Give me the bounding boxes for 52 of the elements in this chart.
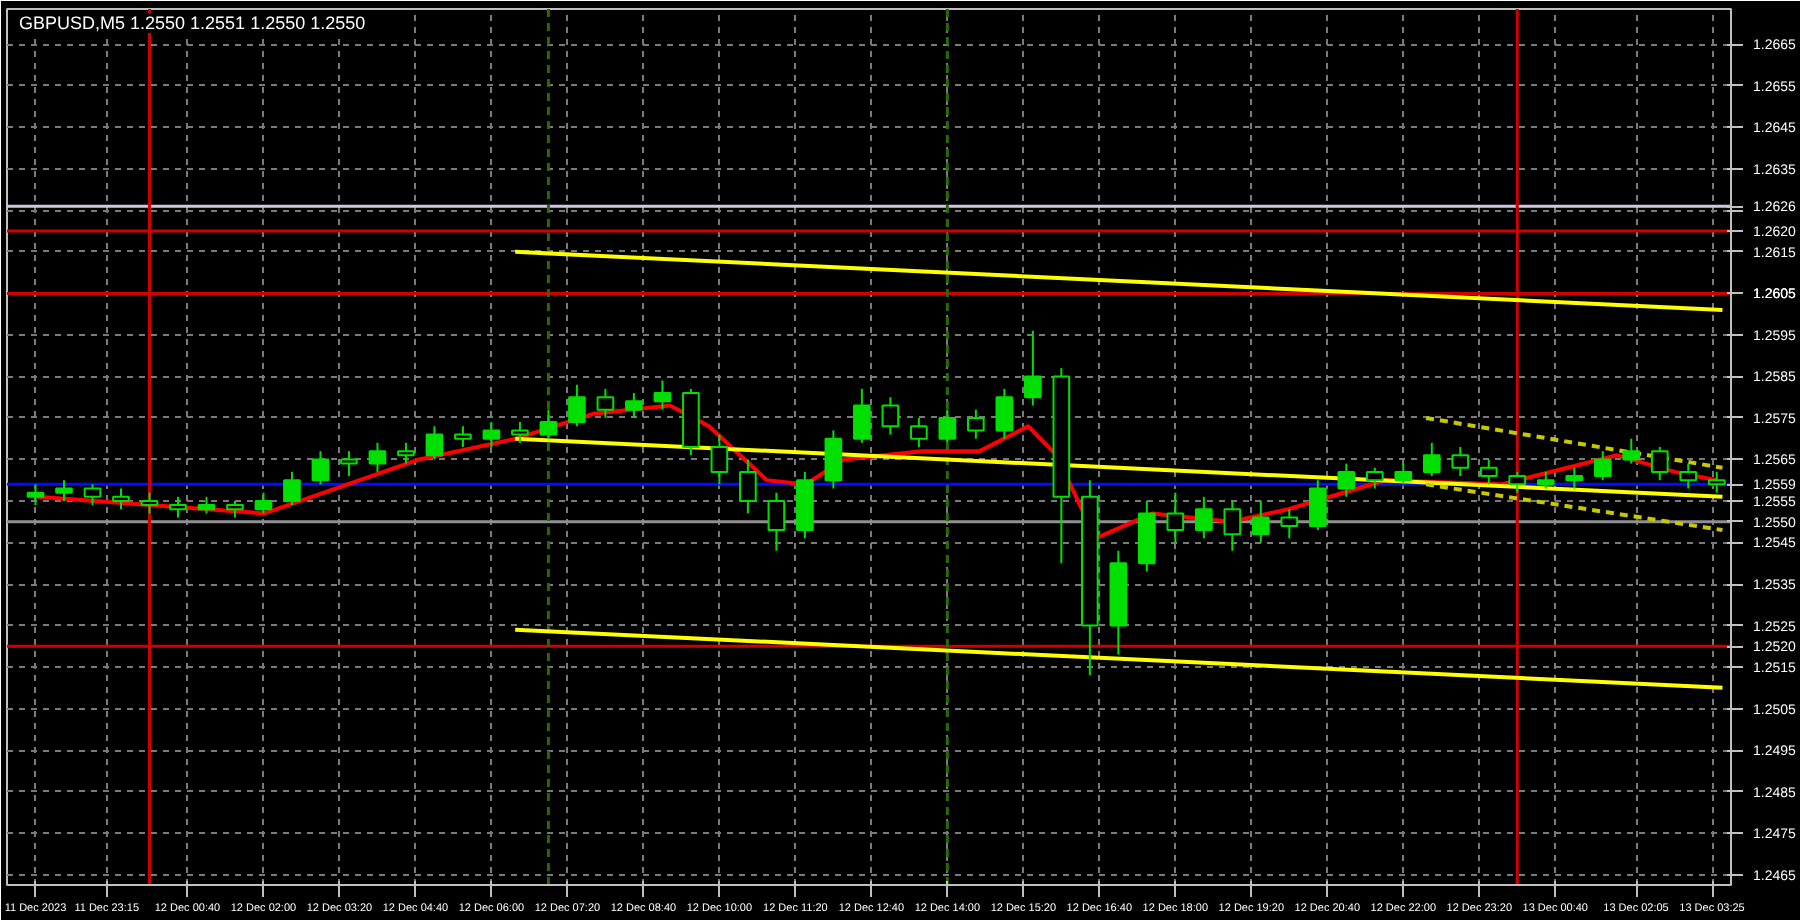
candlestick — [1194, 495, 1213, 540]
candlestick — [1707, 470, 1726, 494]
candlestick — [881, 396, 900, 436]
candlestick — [83, 483, 102, 507]
candlestick — [26, 483, 45, 507]
candlestick — [1565, 466, 1584, 490]
candlestick — [1593, 450, 1612, 482]
candlestick — [539, 408, 558, 440]
candlestick — [425, 425, 444, 461]
candlestick — [1166, 491, 1185, 544]
candlestick — [1679, 462, 1698, 490]
candlestick — [1223, 499, 1242, 552]
candlestick — [739, 458, 757, 515]
candlestick — [1650, 446, 1669, 482]
candlestick — [967, 408, 985, 440]
candlestick — [511, 421, 529, 444]
candlestick — [1422, 441, 1441, 478]
candlestick — [995, 387, 1014, 440]
candlestick — [853, 387, 871, 444]
candlestick — [254, 491, 273, 515]
candlestick — [1394, 462, 1413, 486]
candlestick — [767, 491, 786, 552]
chart-title: GBPUSD,M5 1.2550 1.2551 1.2550 1.2550 — [19, 13, 366, 33]
candlestick — [910, 416, 928, 448]
candlestick — [1479, 458, 1498, 486]
candlestick — [368, 441, 387, 473]
candlestick — [1451, 446, 1470, 478]
candlestick — [1508, 470, 1527, 494]
candlestick — [1365, 466, 1384, 490]
candlestick — [653, 379, 672, 411]
candlestick — [824, 429, 843, 490]
candlestick — [454, 425, 472, 448]
candlestick — [1280, 508, 1299, 540]
candlestick — [625, 392, 643, 419]
candlestick — [55, 479, 73, 502]
candlestick — [1622, 437, 1641, 465]
candlestick — [938, 408, 957, 444]
candlestick — [1251, 499, 1270, 544]
candlestick — [1024, 329, 1042, 407]
candlestick — [112, 487, 130, 511]
candlestick — [283, 470, 301, 507]
candlestick — [596, 387, 615, 419]
candlestick — [397, 441, 415, 465]
candlestick — [482, 421, 501, 448]
candlestick — [1308, 479, 1327, 532]
candlestick — [568, 383, 586, 428]
candlestick — [169, 495, 187, 519]
candlestick — [1337, 462, 1356, 498]
candlestick — [140, 491, 159, 515]
candlestick — [340, 450, 358, 478]
candlestick — [710, 433, 729, 486]
candlestick — [311, 450, 330, 486]
